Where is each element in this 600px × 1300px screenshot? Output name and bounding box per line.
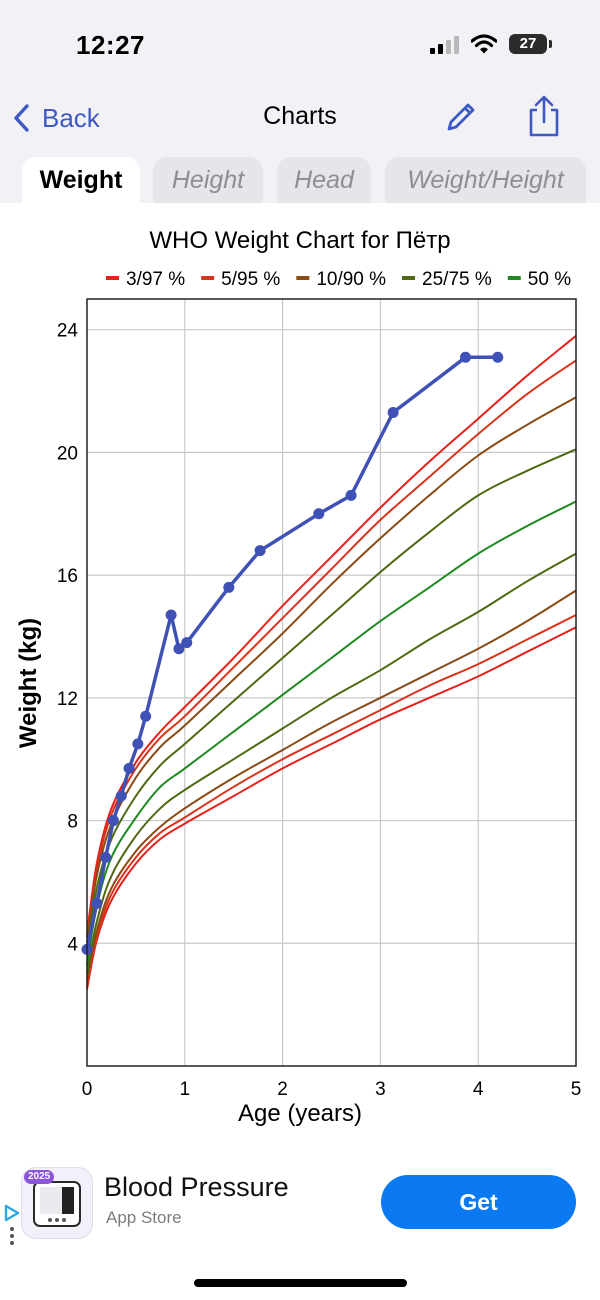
measurement-point — [387, 407, 399, 419]
percentile-curve-25-75 — [86, 448, 577, 953]
measurement-point — [91, 897, 103, 909]
cellular-signal-icon — [430, 36, 462, 54]
ad-subtitle: App Store — [106, 1208, 182, 1227]
chart-tabs: Weight Height Head Weight/Height — [0, 150, 600, 203]
y-axis-ticks: 4 8 12 16 20 24 — [57, 321, 79, 956]
status-time: 12:27 — [76, 30, 145, 60]
y-tick-label: 24 — [57, 321, 79, 342]
ad-choices-icon[interactable] — [3, 1204, 21, 1222]
legend-label: 50 % — [528, 269, 571, 290]
ad-banner[interactable]: 2025 Blood Pressure App Store Get — [0, 1148, 600, 1258]
percentile-curve-3-97 — [86, 335, 577, 935]
percentile-curve-50 — [86, 500, 577, 965]
chart-grid — [87, 299, 576, 1066]
measurement-series — [81, 351, 504, 955]
legend-swatch — [106, 276, 119, 280]
measurement-point — [173, 643, 185, 655]
measurement-point — [459, 351, 471, 363]
ad-menu-icon[interactable] — [9, 1226, 15, 1246]
status-bar: 12:27 27 — [0, 0, 600, 90]
x-tick-label: 1 — [180, 1079, 191, 1100]
y-tick-label: 16 — [57, 566, 78, 587]
percentile-curve-10-90 — [86, 396, 577, 944]
measurement-point — [165, 609, 177, 621]
x-axis-label: Age (years) — [238, 1100, 362, 1127]
y-tick-label: 20 — [57, 443, 78, 464]
x-tick-label: 2 — [277, 1079, 288, 1100]
x-tick-label: 4 — [473, 1079, 484, 1100]
plot-frame — [86, 298, 577, 1067]
measurement-line — [85, 355, 498, 950]
legend-label: 10/90 % — [316, 269, 386, 290]
measurement-point — [181, 637, 193, 649]
measurement-point — [313, 508, 325, 520]
percentile-curve-10-90 — [86, 589, 577, 981]
y-tick-label: 12 — [57, 689, 78, 710]
nav-bar: Back Charts — [0, 90, 600, 150]
x-axis-ticks: 0 1 2 3 4 5 — [82, 1079, 582, 1100]
blood-pressure-monitor-icon — [33, 1181, 81, 1227]
weight-chart: WHO Weight Chart for Пётр 3/97 % 5/95 % 10… — [0, 203, 600, 1138]
get-button[interactable]: Get — [381, 1175, 576, 1229]
legend-label: 25/75 % — [422, 269, 492, 290]
tab-weight[interactable]: Weight — [22, 157, 140, 203]
battery-icon: 27 — [509, 34, 547, 54]
ad-badge: 2025 — [24, 1170, 55, 1184]
legend-label: 3/97 % — [126, 269, 185, 290]
x-tick-label: 3 — [375, 1079, 386, 1100]
weight-chart-svg: WHO Weight Chart for Пётр 3/97 % 5/95 % 10… — [15, 227, 582, 1127]
percentile-curves — [86, 335, 577, 990]
y-tick-label: 8 — [67, 812, 78, 833]
percentile-curve-3-97 — [86, 626, 577, 990]
measurement-point — [345, 489, 357, 501]
y-tick-label: 4 — [67, 934, 78, 955]
x-tick-label: 0 — [82, 1079, 93, 1100]
legend-swatch — [507, 276, 521, 280]
percentile-curve-25-75 — [86, 552, 577, 975]
chevron-left-icon — [14, 104, 29, 132]
battery-tip — [549, 40, 552, 48]
x-tick-label: 5 — [571, 1079, 582, 1100]
home-indicator — [194, 1279, 407, 1287]
battery-level: 27 — [519, 35, 537, 52]
legend-swatch — [201, 276, 215, 280]
measurement-point — [254, 545, 266, 557]
tab-height[interactable]: Height — [153, 157, 263, 203]
percentile-curve-5-95 — [86, 614, 577, 987]
measurement-point — [107, 815, 119, 827]
chart-title: WHO Weight Chart for Пётр — [149, 227, 450, 254]
legend-swatch — [296, 276, 310, 280]
measurement-point — [115, 790, 127, 802]
ad-app-icon[interactable]: 2025 — [22, 1168, 92, 1238]
measurement-point — [123, 762, 135, 774]
ad-title: Blood Pressure — [104, 1172, 289, 1202]
percentile-curve-5-95 — [86, 359, 577, 938]
measurement-point — [140, 710, 152, 722]
y-axis-label: Weight (kg) — [15, 618, 42, 748]
measurement-point — [132, 738, 144, 750]
chart-legend: 3/97 % 5/95 % 10/90 % 25/75 % 50 % — [106, 269, 571, 290]
wifi-icon — [471, 34, 497, 54]
tab-head[interactable]: Head — [277, 157, 371, 203]
measurement-point — [492, 351, 504, 363]
edit-pencil-icon[interactable] — [440, 98, 480, 138]
measurement-point — [223, 581, 235, 593]
back-button[interactable]: Back — [12, 98, 100, 138]
tab-weight-height[interactable]: Weight/Height — [385, 157, 586, 203]
measurement-point — [100, 851, 112, 863]
back-label: Back — [42, 102, 100, 133]
page-title: Charts — [263, 102, 337, 130]
legend-label: 5/95 % — [221, 269, 280, 290]
share-icon[interactable] — [522, 92, 566, 140]
legend-swatch — [402, 276, 416, 280]
